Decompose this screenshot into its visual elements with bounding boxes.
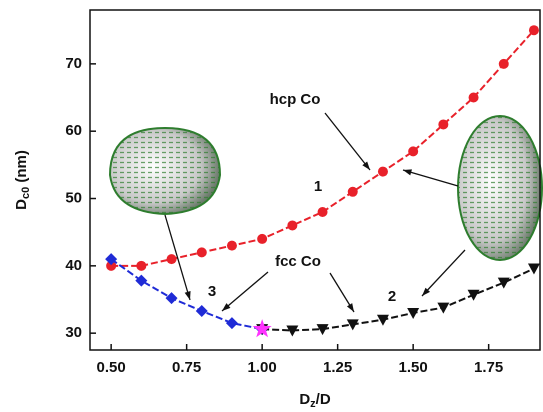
point — [499, 59, 509, 69]
x-tick-label: 1.00 — [248, 359, 277, 376]
chart: Dz/D Dc0 (nm) 0.50 0.75 1.00 1.25 1.50 1.75 30… — [0, 0, 543, 412]
point — [528, 264, 540, 275]
point — [377, 315, 389, 326]
annotation: hcp Co — [270, 91, 321, 108]
point — [469, 93, 479, 103]
point — [498, 278, 510, 289]
y-tick-label: 40 — [65, 257, 82, 274]
y-tick-label: 30 — [65, 324, 82, 341]
point — [227, 241, 237, 251]
y-axis-label: Dc0 (nm) — [13, 150, 32, 210]
x-tick-label: 0.75 — [172, 359, 201, 376]
point — [166, 292, 178, 304]
arrow-head — [403, 169, 412, 175]
point — [348, 187, 358, 197]
arrow — [403, 170, 458, 186]
point — [318, 207, 328, 217]
point — [136, 261, 146, 271]
point — [437, 303, 449, 314]
point — [408, 146, 418, 156]
arrow — [222, 272, 268, 311]
point — [257, 234, 267, 244]
point — [196, 305, 208, 317]
x-tick-label: 1.25 — [323, 359, 352, 376]
arrow — [422, 250, 465, 296]
inset-right — [458, 116, 542, 260]
y-tick-label: 50 — [65, 189, 82, 206]
inset-left — [110, 128, 220, 214]
x-tick-label: 1.50 — [399, 359, 428, 376]
point — [438, 119, 448, 129]
point — [197, 247, 207, 257]
y-tick-label: 70 — [65, 55, 82, 72]
annotation: 1 — [314, 178, 322, 195]
point — [468, 290, 480, 301]
point — [167, 254, 177, 264]
point — [287, 220, 297, 230]
point — [226, 317, 238, 329]
y-tick-label: 60 — [65, 122, 82, 139]
x-tick-label: 1.75 — [474, 359, 503, 376]
series-line — [262, 269, 534, 331]
arrow — [325, 113, 370, 170]
point — [529, 25, 539, 35]
x-axis-label: Dz/D — [299, 391, 331, 410]
annotation: 3 — [208, 283, 216, 300]
annotation: fcc Co — [275, 253, 321, 270]
point — [378, 167, 388, 177]
point — [407, 308, 419, 319]
annotation: 2 — [388, 288, 396, 305]
x-tick-label: 0.50 — [97, 359, 126, 376]
arrow-head — [185, 291, 191, 300]
arrow-head — [347, 303, 354, 312]
